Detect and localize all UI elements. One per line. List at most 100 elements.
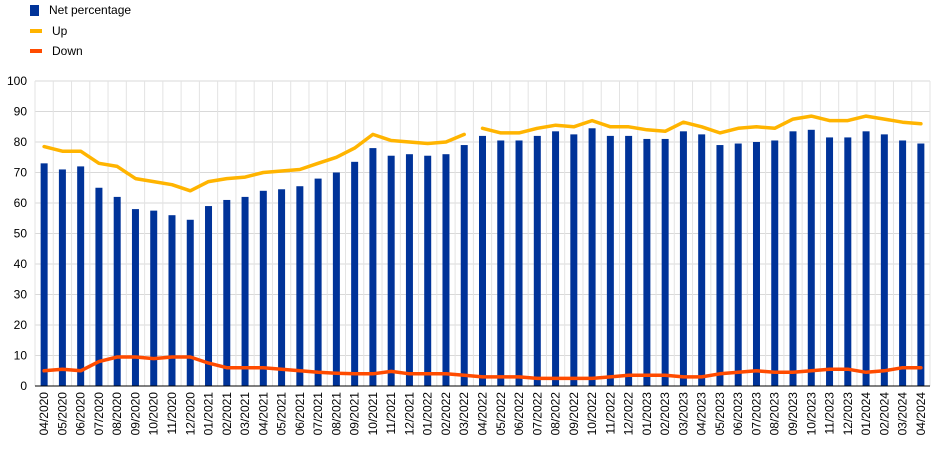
x-tick-label: 06/2020 (74, 392, 88, 436)
bar (351, 161, 359, 386)
x-tick-label: 05/2020 (55, 392, 69, 436)
line-up (480, 114, 923, 135)
bar (58, 169, 66, 386)
legend-label-down: Down (52, 44, 83, 59)
line-up (42, 132, 466, 193)
bar (95, 187, 103, 386)
line-series (42, 114, 923, 381)
bar (917, 143, 925, 386)
legend-label-net-percentage: Net percentage (49, 3, 132, 18)
y-tick-label: 30 (14, 288, 28, 302)
x-tick-label: 02/2021 (220, 392, 234, 436)
bar (113, 196, 121, 386)
legend-item-up: Up (30, 21, 131, 42)
bar (387, 155, 395, 386)
bar (625, 135, 633, 386)
legend-swatch-up (30, 28, 42, 33)
bar (131, 209, 139, 386)
x-tick-label: 08/2021 (329, 392, 343, 436)
bar (259, 190, 267, 386)
x-tick-label: 09/2021 (348, 392, 362, 436)
legend-label-up: Up (52, 23, 68, 38)
bar (40, 163, 48, 386)
bar (278, 189, 286, 386)
x-tick-label: 02/2024 (877, 392, 891, 436)
x-tick-label: 12/2022 (622, 392, 636, 436)
bar (771, 140, 779, 386)
bar (186, 219, 194, 386)
bar (77, 166, 85, 386)
bar (698, 134, 706, 386)
x-tick-label: 04/2020 (37, 392, 51, 436)
bar-series-net-percentage (40, 128, 925, 387)
bar (789, 131, 797, 386)
x-tick-label: 12/2020 (183, 392, 197, 436)
x-tick-label: 04/2022 (476, 392, 490, 436)
x-tick-label: 04/2024 (914, 392, 928, 436)
bar (205, 206, 213, 386)
x-tick-label: 08/2022 (549, 392, 563, 436)
bar (661, 138, 669, 386)
x-tick-label: 11/2022 (603, 392, 617, 435)
legend-item-net-percentage: Net percentage (30, 0, 131, 21)
x-tick-label: 01/2022 (421, 392, 435, 436)
x-tick-label: 07/2021 (311, 392, 325, 436)
x-tick-label: 07/2020 (92, 392, 106, 436)
x-tick-label: 06/2021 (293, 392, 307, 436)
x-tick-label: 10/2023 (804, 392, 818, 436)
y-axis: 0 10 20 30 40 50 60 70 80 90 100 (7, 74, 27, 393)
x-tick-label: 07/2023 (749, 392, 763, 436)
y-tick-label: 0 (20, 379, 27, 393)
bar (479, 135, 486, 386)
x-tick-label: 04/2021 (256, 392, 270, 436)
y-tick-label: 90 (14, 105, 28, 119)
x-tick-label: 11/2020 (165, 392, 179, 435)
y-tick-label: 50 (14, 227, 28, 241)
bar (552, 131, 560, 386)
x-tick-label: 07/2022 (530, 392, 544, 436)
x-axis: 04/2020 05/2020 06/2020 07/2020 08/2020 09/20… (35, 385, 930, 436)
x-tick-label: 10/2021 (366, 392, 380, 436)
bar (241, 196, 249, 386)
bar (424, 155, 432, 386)
legend-item-down: Down (30, 41, 131, 62)
x-tick-label: 04/2023 (695, 392, 709, 436)
bar (588, 128, 596, 386)
x-tick-label: 06/2023 (731, 392, 745, 436)
x-tick-label: 05/2023 (713, 392, 727, 436)
y-tick-label: 60 (14, 196, 28, 210)
x-tick-label: 11/2021 (384, 392, 398, 435)
legend: Net percentage Up Down (30, 0, 131, 62)
x-tick-label: 05/2022 (494, 392, 508, 436)
bar (679, 131, 687, 386)
x-tick-label: 03/2021 (238, 392, 252, 436)
x-tick-label: 10/2022 (585, 392, 599, 436)
bar (314, 178, 322, 386)
bar (844, 137, 852, 386)
y-tick-label: 100 (7, 74, 27, 88)
x-tick-label: 12/2023 (841, 392, 855, 436)
x-tick-label: 11/2023 (823, 392, 837, 435)
y-tick-label: 40 (14, 257, 28, 271)
bar (862, 131, 870, 386)
bar (734, 143, 742, 386)
bar (606, 135, 614, 386)
legend-swatch-down (30, 49, 42, 54)
legend-swatch-net-percentage (30, 4, 39, 16)
x-tick-label: 09/2023 (786, 392, 800, 436)
x-tick-label: 10/2020 (147, 392, 161, 436)
x-tick-label: 09/2020 (128, 392, 142, 436)
y-tick-label: 10 (14, 349, 28, 363)
x-tick-label: 03/2024 (896, 392, 910, 436)
x-tick-label: 01/2021 (202, 392, 216, 436)
x-tick-label: 02/2022 (439, 392, 453, 436)
y-tick-label: 70 (14, 166, 28, 180)
bar (332, 172, 340, 386)
bar (369, 148, 377, 386)
x-tick-label: 08/2023 (768, 392, 782, 436)
bar (807, 129, 815, 387)
bar (168, 215, 176, 386)
bar (405, 154, 413, 386)
line-down (42, 355, 923, 381)
